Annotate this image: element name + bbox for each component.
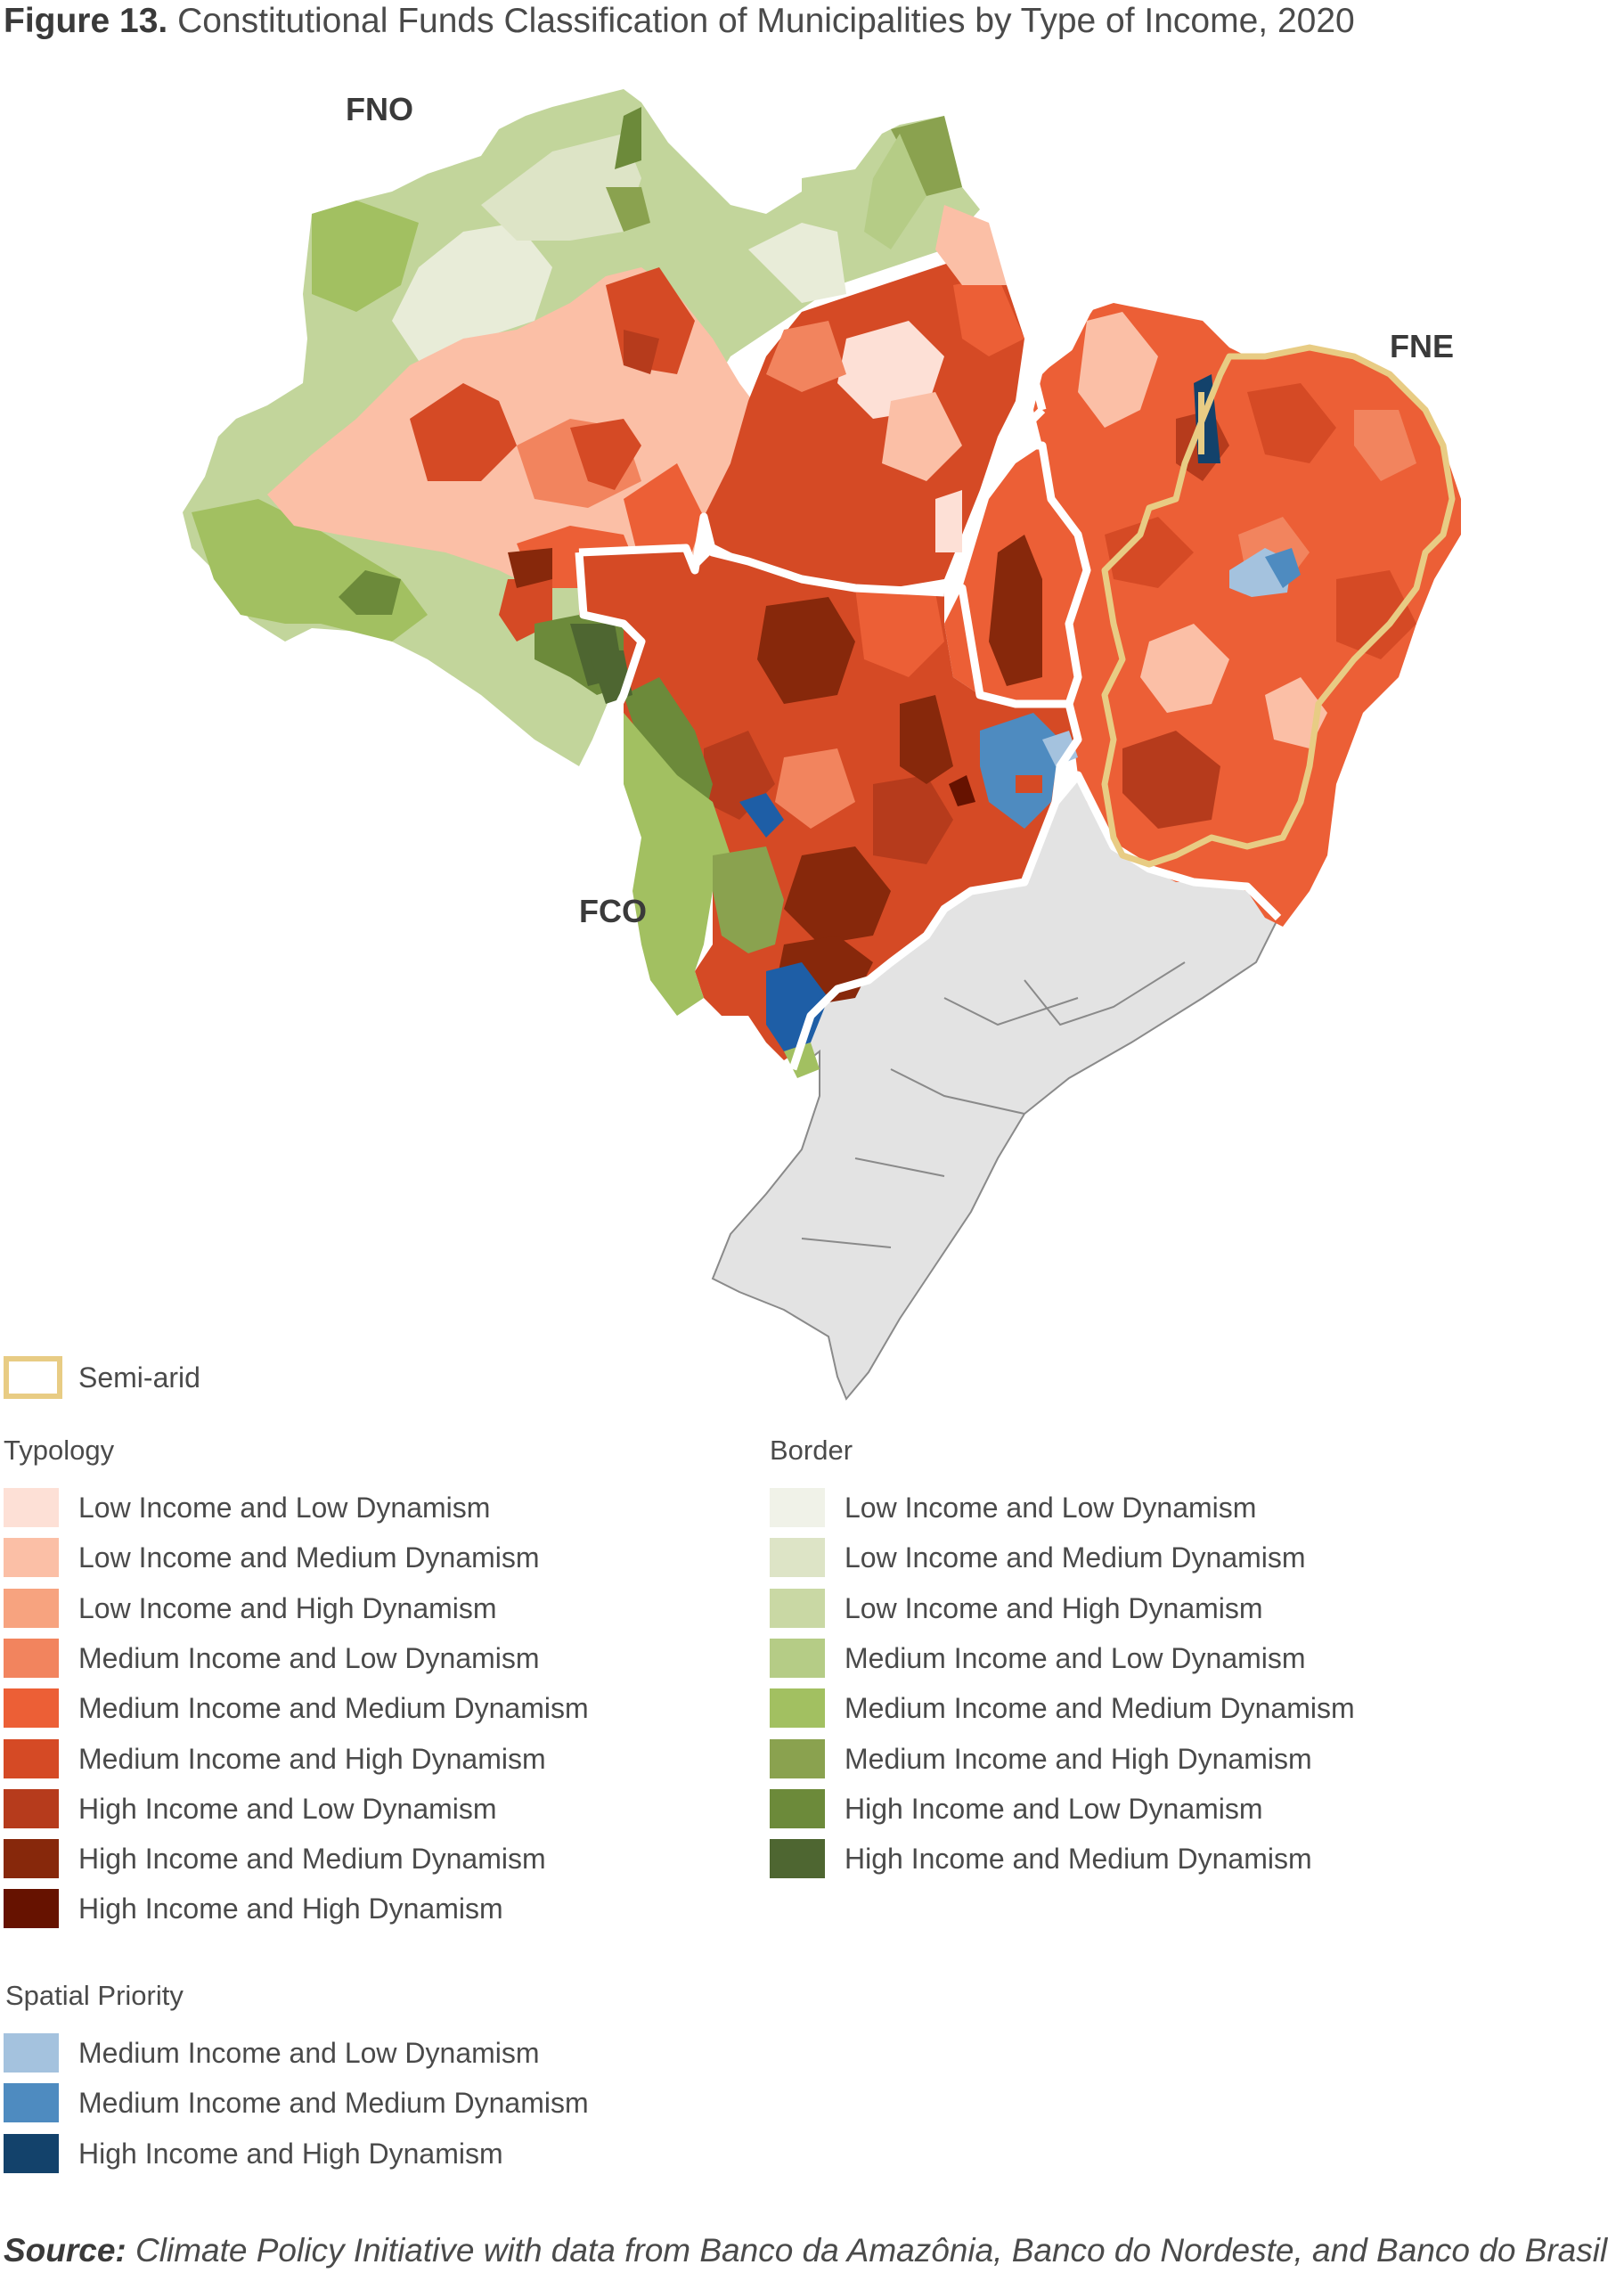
source-text: Climate Policy Initiative with data from… xyxy=(135,2232,1608,2269)
spatial-priority-swatch xyxy=(4,2083,59,2123)
border-swatch xyxy=(770,1788,825,1828)
typology-legend-title: Typology xyxy=(4,1435,115,1466)
typology-swatch xyxy=(4,1538,59,1578)
source-note: Source: Climate Policy Initiative with d… xyxy=(4,2229,1607,2272)
fund-boundary-tocantins xyxy=(943,584,1069,708)
typology-item-label: Low Income and High Dynamism xyxy=(78,1591,497,1624)
typology-swatch xyxy=(4,1688,59,1729)
typology-item-label: High Income and High Dynamism xyxy=(78,1893,503,1925)
typology-swatch xyxy=(4,1488,59,1527)
typology-swatch xyxy=(4,1638,59,1678)
typology-swatch xyxy=(4,1738,59,1778)
border-item-label: Medium Income and High Dynamism xyxy=(845,1742,1312,1775)
typology-item-label: High Income and Low Dynamism xyxy=(78,1792,497,1825)
figure-title-text: Constitutional Funds Classification of M… xyxy=(177,2,1355,40)
fund-boundary-fne-north xyxy=(1029,282,1108,412)
spatial-priority-swatch xyxy=(4,2133,59,2173)
border-item-label: Low Income and High Dynamism xyxy=(845,1591,1263,1624)
fund-boundary-south xyxy=(788,771,1282,1071)
border-swatch xyxy=(770,1738,825,1778)
source-prefix: Source: xyxy=(4,2232,126,2269)
typology-item-label: Low Income and Medium Dynamism xyxy=(78,1541,540,1574)
typology-swatch xyxy=(4,1588,59,1628)
border-item-label: High Income and Low Dynamism xyxy=(845,1792,1263,1825)
typology-swatch xyxy=(4,1788,59,1828)
semi-arid-outline xyxy=(1101,344,1456,868)
border-swatch xyxy=(770,1638,825,1678)
semi-arid-label: Semi-arid xyxy=(78,1361,200,1394)
border-legend-title: Border xyxy=(770,1435,853,1466)
fund-boundary-fne xyxy=(1011,406,1091,803)
fund-boundary-west xyxy=(575,552,646,715)
border-swatch xyxy=(770,1588,825,1628)
typology-item-label: Low Income and Low Dynamism xyxy=(78,1492,491,1524)
border-swatch xyxy=(770,1688,825,1729)
spatial-priority-item-label: Medium Income and Medium Dynamism xyxy=(78,2087,589,2120)
region-label-fno: FNO xyxy=(346,91,413,127)
brazil-map xyxy=(183,89,1461,1401)
typology-item-label: Medium Income and Low Dynamism xyxy=(78,1641,540,1674)
typology-item-label: Medium Income and High Dynamism xyxy=(78,1742,546,1775)
border-swatch xyxy=(770,1839,825,1879)
border-item-label: Low Income and Medium Dynamism xyxy=(845,1541,1306,1574)
figure-label: Figure 13. xyxy=(4,2,168,40)
typology-item-label: Medium Income and Medium Dynamism xyxy=(78,1692,589,1725)
region-label-fne: FNE xyxy=(1390,328,1454,364)
spatial-priority-legend-title: Spatial Priority xyxy=(5,1980,184,2011)
border-swatch xyxy=(770,1538,825,1578)
border-item-label: Medium Income and Medium Dynamism xyxy=(845,1692,1355,1725)
border-item-label: Low Income and Low Dynamism xyxy=(845,1492,1257,1524)
border-item-label: High Income and Medium Dynamism xyxy=(845,1843,1312,1876)
typology-swatch xyxy=(4,1839,59,1879)
typology-item-label: High Income and Medium Dynamism xyxy=(78,1843,546,1876)
region-label-fco: FCO xyxy=(579,893,647,929)
border-item-label: Medium Income and Low Dynamism xyxy=(845,1641,1306,1674)
spatial-priority-item-label: Medium Income and Low Dynamism xyxy=(78,2037,540,2069)
spatial-priority-item-label: High Income and High Dynamism xyxy=(78,2137,503,2170)
figure-title: Figure 13. Constitutional Funds Classifi… xyxy=(4,0,1355,43)
border-swatch xyxy=(770,1488,825,1527)
fund-boundary-fno-fco xyxy=(578,512,945,597)
spatial-priority-swatch xyxy=(4,2033,59,2073)
typology-swatch xyxy=(4,1889,59,1929)
semi-arid-swatch xyxy=(4,1356,62,1399)
